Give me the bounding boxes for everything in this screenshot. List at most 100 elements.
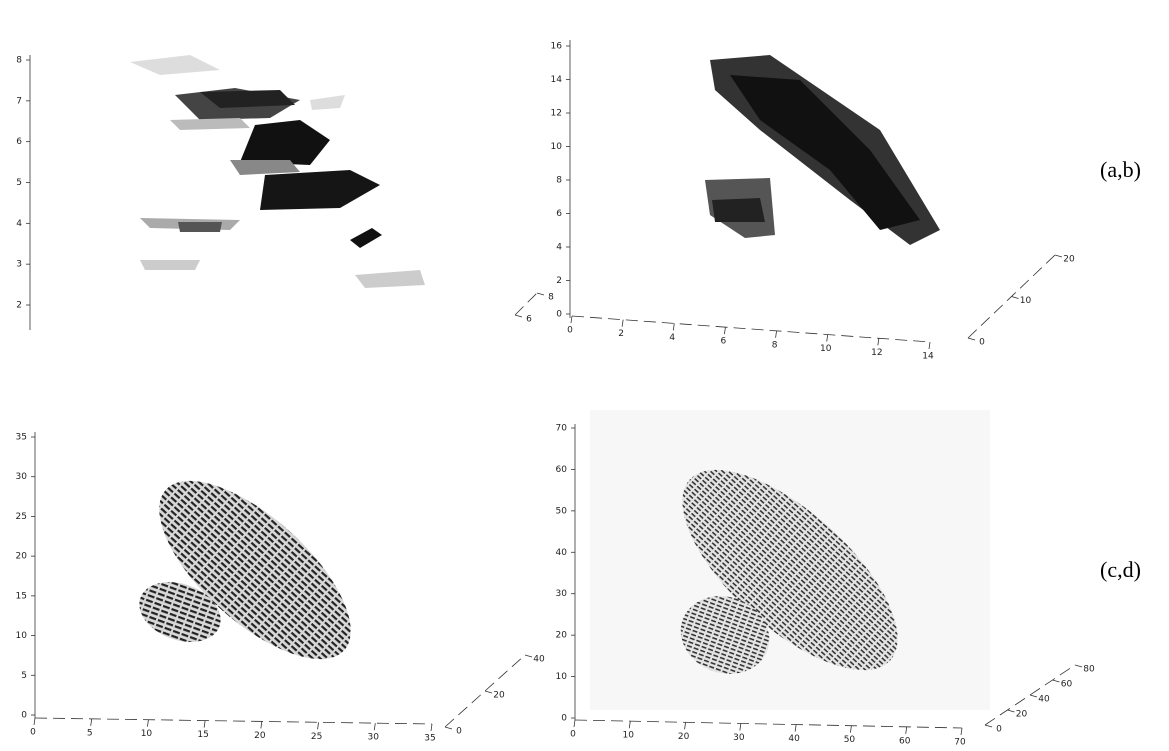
- x-axis: [571, 315, 931, 343]
- x-tick-label: 0: [30, 728, 36, 738]
- x-tick: [739, 723, 742, 731]
- panel-label: (a,b): [1100, 157, 1141, 182]
- z-tick-label: 0: [979, 338, 985, 348]
- x-tick: [628, 721, 631, 729]
- z-tick: [1029, 694, 1038, 698]
- y-tick-label: 0: [556, 310, 562, 320]
- x-tick-label: 15: [197, 730, 208, 740]
- x-tick: [775, 330, 777, 338]
- x-tick: [373, 723, 376, 731]
- z-tick-label: 8: [548, 293, 554, 303]
- z-tick-label: 10: [1020, 296, 1032, 306]
- x-tick-label: 35: [424, 734, 435, 744]
- z-tick: [484, 690, 493, 694]
- y-tick-label: 70: [556, 424, 568, 434]
- z-tick-label: 80: [1083, 665, 1095, 675]
- y-tick-label: 16: [551, 42, 563, 52]
- y-tick-label: 6: [556, 209, 562, 219]
- y-tick-label: 2: [16, 301, 22, 311]
- z-tick-label: 0: [456, 727, 462, 737]
- y-tick-label: 20: [556, 631, 568, 641]
- y-tick-label: 30: [556, 589, 568, 599]
- x-tick: [960, 727, 963, 736]
- z-tick: [536, 292, 545, 296]
- y-tick-label: 4: [556, 243, 562, 253]
- y-tick-label: 5: [16, 178, 22, 188]
- x-tick: [794, 724, 797, 732]
- x-tick: [430, 723, 433, 732]
- x-tick: [621, 319, 624, 327]
- z-tick-label: 20: [1016, 710, 1028, 720]
- y-tick-label: 0: [561, 714, 567, 724]
- y-tick-label: 4: [16, 219, 22, 229]
- x-tick-label: 2: [618, 329, 624, 339]
- z-tick: [514, 314, 523, 318]
- y-tick-label: 12: [551, 109, 562, 119]
- y-tick-label: 10: [551, 142, 563, 152]
- y-tick-label: 10: [16, 631, 28, 641]
- panel-label: (c,d): [1100, 557, 1141, 582]
- x-tick-label: 40: [788, 734, 800, 744]
- y-tick-label: 8: [556, 176, 562, 186]
- x-tick-label: 10: [141, 729, 153, 739]
- x-tick-label: 8: [772, 340, 778, 350]
- z-tick: [1052, 679, 1060, 683]
- x-tick-label: 20: [254, 731, 266, 741]
- x-tick-label: 70: [954, 738, 966, 748]
- x-tick-label: 25: [311, 732, 322, 742]
- z-tick-label: 20: [493, 691, 505, 701]
- x-tick-label: 6: [721, 337, 727, 347]
- x-tick-label: 5: [87, 728, 93, 738]
- x-tick-label: 12: [871, 348, 882, 358]
- z-tick: [1011, 296, 1019, 299]
- y-tick-label: 14: [551, 75, 563, 85]
- x-tick: [905, 726, 908, 734]
- x-tick: [877, 338, 880, 346]
- voxels-a: [130, 55, 425, 288]
- x-axis: [574, 719, 963, 729]
- y-tick-label: 3: [16, 260, 22, 270]
- z-tick: [984, 724, 993, 728]
- x-tick-label: 30: [733, 733, 745, 743]
- z-tick-label: 60: [1061, 680, 1073, 690]
- x-tick: [573, 719, 576, 728]
- z-tick-label: 0: [996, 725, 1002, 735]
- voxels-d: [590, 410, 990, 710]
- z-tick: [1007, 709, 1015, 713]
- z-tick: [1074, 664, 1083, 668]
- y-tick-label: 15: [16, 591, 27, 601]
- x-tick-label: 10: [623, 731, 635, 741]
- x-tick: [317, 722, 319, 730]
- x-tick: [570, 315, 573, 324]
- x-tick: [672, 323, 675, 331]
- y-tick-label: 2: [556, 276, 562, 286]
- y-tick-label: 25: [16, 512, 27, 522]
- x-tick: [90, 718, 93, 726]
- x-tick-label: 0: [567, 326, 573, 336]
- x-tick: [147, 719, 149, 727]
- x-tick: [826, 334, 829, 342]
- x-tick-label: 10: [820, 344, 832, 354]
- x-axis: [34, 717, 433, 725]
- z-tick-label: 20: [1063, 255, 1075, 265]
- y-tick-label: 50: [556, 506, 568, 516]
- y-tick-label: 8: [16, 56, 22, 66]
- y-tick-label: 60: [556, 465, 568, 475]
- y-tick-label: 5: [21, 671, 27, 681]
- x-tick-label: 14: [922, 352, 934, 362]
- x-tick: [928, 341, 931, 350]
- y-tick-label: 20: [16, 552, 28, 562]
- z-tick: [967, 337, 976, 341]
- x-tick-label: 20: [678, 732, 690, 742]
- x-tick-label: 30: [368, 733, 380, 743]
- voxels-b: [705, 55, 940, 245]
- z-axis: [514, 292, 538, 316]
- x-tick: [850, 725, 852, 733]
- z-tick-label: 40: [533, 655, 545, 665]
- y-tick-label: 0: [21, 711, 27, 721]
- x-tick: [33, 717, 36, 726]
- x-tick-label: 60: [899, 736, 911, 746]
- x-tick: [724, 327, 726, 335]
- z-tick: [1054, 254, 1063, 258]
- z-tick: [444, 726, 453, 730]
